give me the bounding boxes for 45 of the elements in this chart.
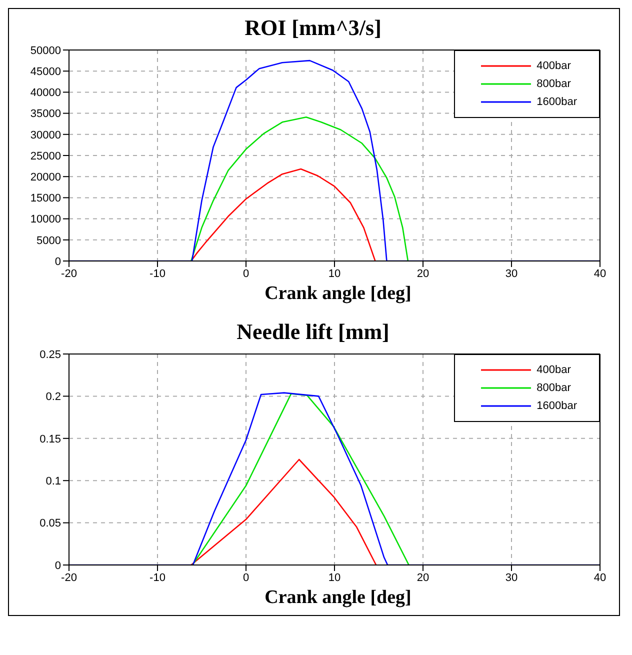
x-tick-label: -20 [61,572,77,584]
legend-label: 400bar [536,364,571,376]
y-tick-label: 35000 [30,108,61,120]
line-series [192,393,410,565]
legend-label: 1600bar [536,96,577,108]
x-tick-label: 10 [328,572,341,584]
y-tick-label: 20000 [30,172,61,184]
legend-label: 800bar [536,78,571,90]
y-tick-label: 50000 [30,44,61,57]
y-tick-label: 15000 [30,192,61,205]
x-tick-label: -10 [150,268,166,280]
y-tick-label: 0.15 [40,433,61,446]
line-series [190,168,376,261]
chart-title: Needle lift [mm] [236,319,390,346]
y-tick-label: 10000 [30,214,61,226]
chart-title: ROI [mm^3/s] [244,15,382,42]
line-series [190,116,409,261]
x-tick-label: 10 [328,268,341,280]
x-tick-label: 40 [594,572,606,584]
y-tick-label: 30000 [30,129,61,142]
x-tick-label: -10 [150,572,166,584]
y-tick-label: 40000 [30,87,61,100]
y-tick-label: 0 [54,560,61,572]
y-tick-label: 0 [54,256,61,268]
y-tick-label: 0.05 [40,518,61,530]
x-tick-label: 20 [416,268,430,280]
x-tick-label: 30 [505,572,518,584]
x-tick-label: 20 [416,572,430,584]
x-tick-label: -20 [61,268,77,280]
legend-label: 1600bar [536,400,577,412]
y-tick-label: 0.25 [40,348,61,361]
legend-label: 800bar [536,382,571,394]
legend-label: 400bar [536,60,571,72]
y-tick-label: 45000 [30,66,61,78]
y-tick-label: 0.2 [46,391,61,404]
line-series [190,458,377,565]
y-tick-label: 5000 [36,234,61,247]
x-tick-label: 0 [242,268,250,280]
x-tick-label: 30 [505,268,518,280]
y-tick-label: 25000 [30,150,61,162]
x-axis-title: Crank angle [deg] [264,283,412,305]
x-tick-label: 0 [242,572,250,584]
y-tick-label: 0.1 [46,476,61,488]
x-tick-label: 40 [594,268,606,280]
x-axis-title: Crank angle [deg] [264,587,412,609]
